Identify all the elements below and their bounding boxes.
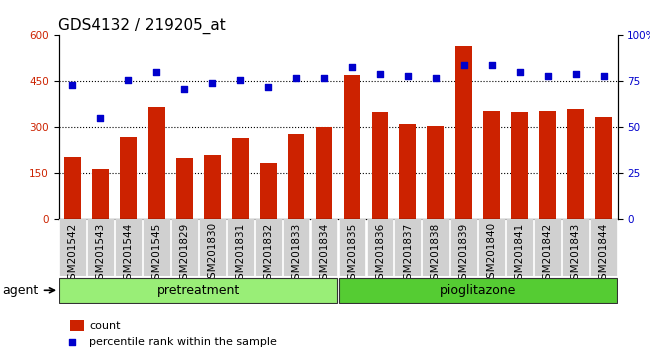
Bar (456, 46, 472, 219)
Bar (260, 163, 276, 219)
Bar (512, 112, 528, 219)
FancyBboxPatch shape (311, 219, 337, 276)
Text: GSM201839: GSM201839 (459, 222, 469, 286)
Text: count: count (89, 321, 121, 331)
FancyBboxPatch shape (171, 219, 198, 276)
FancyBboxPatch shape (143, 219, 170, 276)
Point (571, 71, 581, 77)
Bar (148, 108, 164, 219)
Text: GSM201841: GSM201841 (515, 222, 525, 286)
Point (235, 77, 246, 82)
Text: GDS4132 / 219205_at: GDS4132 / 219205_at (58, 18, 226, 34)
Point (375, 71, 385, 77)
Bar (344, 75, 360, 219)
Point (67, 82, 78, 88)
Point (151, 69, 161, 75)
FancyBboxPatch shape (450, 219, 477, 276)
Text: pretreatment: pretreatment (157, 284, 240, 297)
Point (207, 80, 217, 86)
FancyBboxPatch shape (395, 219, 421, 276)
Text: GSM201830: GSM201830 (207, 222, 217, 285)
Bar (232, 138, 248, 219)
FancyBboxPatch shape (59, 278, 337, 303)
Text: GSM201829: GSM201829 (179, 222, 189, 286)
Text: GSM201840: GSM201840 (487, 222, 497, 285)
FancyBboxPatch shape (87, 219, 114, 276)
Point (179, 86, 190, 92)
Text: GSM201545: GSM201545 (151, 222, 161, 286)
FancyBboxPatch shape (59, 219, 86, 276)
Text: GSM201843: GSM201843 (571, 222, 580, 286)
FancyBboxPatch shape (227, 219, 254, 276)
Text: GSM201844: GSM201844 (599, 222, 608, 286)
Bar (372, 112, 388, 219)
Point (542, 73, 552, 79)
Bar (428, 126, 444, 219)
Bar (120, 137, 136, 219)
Bar (316, 127, 332, 219)
Bar (64, 156, 81, 219)
Bar (70, 320, 84, 331)
Bar (540, 110, 556, 219)
FancyBboxPatch shape (199, 219, 226, 276)
Text: GSM201836: GSM201836 (375, 222, 385, 286)
Text: GSM201543: GSM201543 (96, 222, 105, 286)
FancyBboxPatch shape (506, 219, 533, 276)
Text: GSM201837: GSM201837 (403, 222, 413, 286)
FancyBboxPatch shape (255, 219, 281, 276)
FancyBboxPatch shape (562, 219, 589, 276)
Text: agent: agent (3, 284, 55, 297)
FancyBboxPatch shape (339, 278, 617, 303)
Text: GSM201834: GSM201834 (319, 222, 329, 286)
Bar (176, 158, 192, 219)
FancyBboxPatch shape (283, 219, 309, 276)
FancyBboxPatch shape (590, 219, 617, 276)
Point (486, 62, 497, 68)
Bar (288, 133, 304, 219)
FancyBboxPatch shape (422, 219, 449, 276)
FancyBboxPatch shape (534, 219, 561, 276)
FancyBboxPatch shape (115, 219, 142, 276)
FancyBboxPatch shape (478, 219, 505, 276)
Point (431, 75, 441, 81)
Bar (204, 155, 220, 219)
FancyBboxPatch shape (367, 219, 393, 276)
Bar (484, 110, 500, 219)
Point (515, 69, 525, 75)
Point (67, 339, 78, 344)
Text: GSM201833: GSM201833 (291, 222, 301, 286)
FancyBboxPatch shape (339, 219, 365, 276)
Point (263, 84, 273, 90)
Text: GSM201544: GSM201544 (124, 222, 133, 286)
Point (347, 64, 358, 69)
Point (318, 75, 329, 81)
Text: percentile rank within the sample: percentile rank within the sample (89, 337, 277, 347)
Bar (400, 124, 416, 219)
Text: GSM201835: GSM201835 (347, 222, 357, 286)
Point (459, 62, 469, 68)
Text: GSM201832: GSM201832 (263, 222, 273, 286)
Point (95, 115, 105, 121)
Text: pioglitazone: pioglitazone (439, 284, 516, 297)
Bar (567, 109, 584, 219)
Text: GSM201838: GSM201838 (431, 222, 441, 286)
Point (599, 73, 609, 79)
Bar (92, 169, 109, 219)
Text: GSM201831: GSM201831 (235, 222, 245, 286)
Point (291, 75, 302, 81)
Point (402, 73, 413, 79)
Point (124, 77, 134, 82)
Bar (595, 117, 612, 219)
Text: GSM201842: GSM201842 (543, 222, 552, 286)
Text: GSM201542: GSM201542 (68, 222, 77, 286)
